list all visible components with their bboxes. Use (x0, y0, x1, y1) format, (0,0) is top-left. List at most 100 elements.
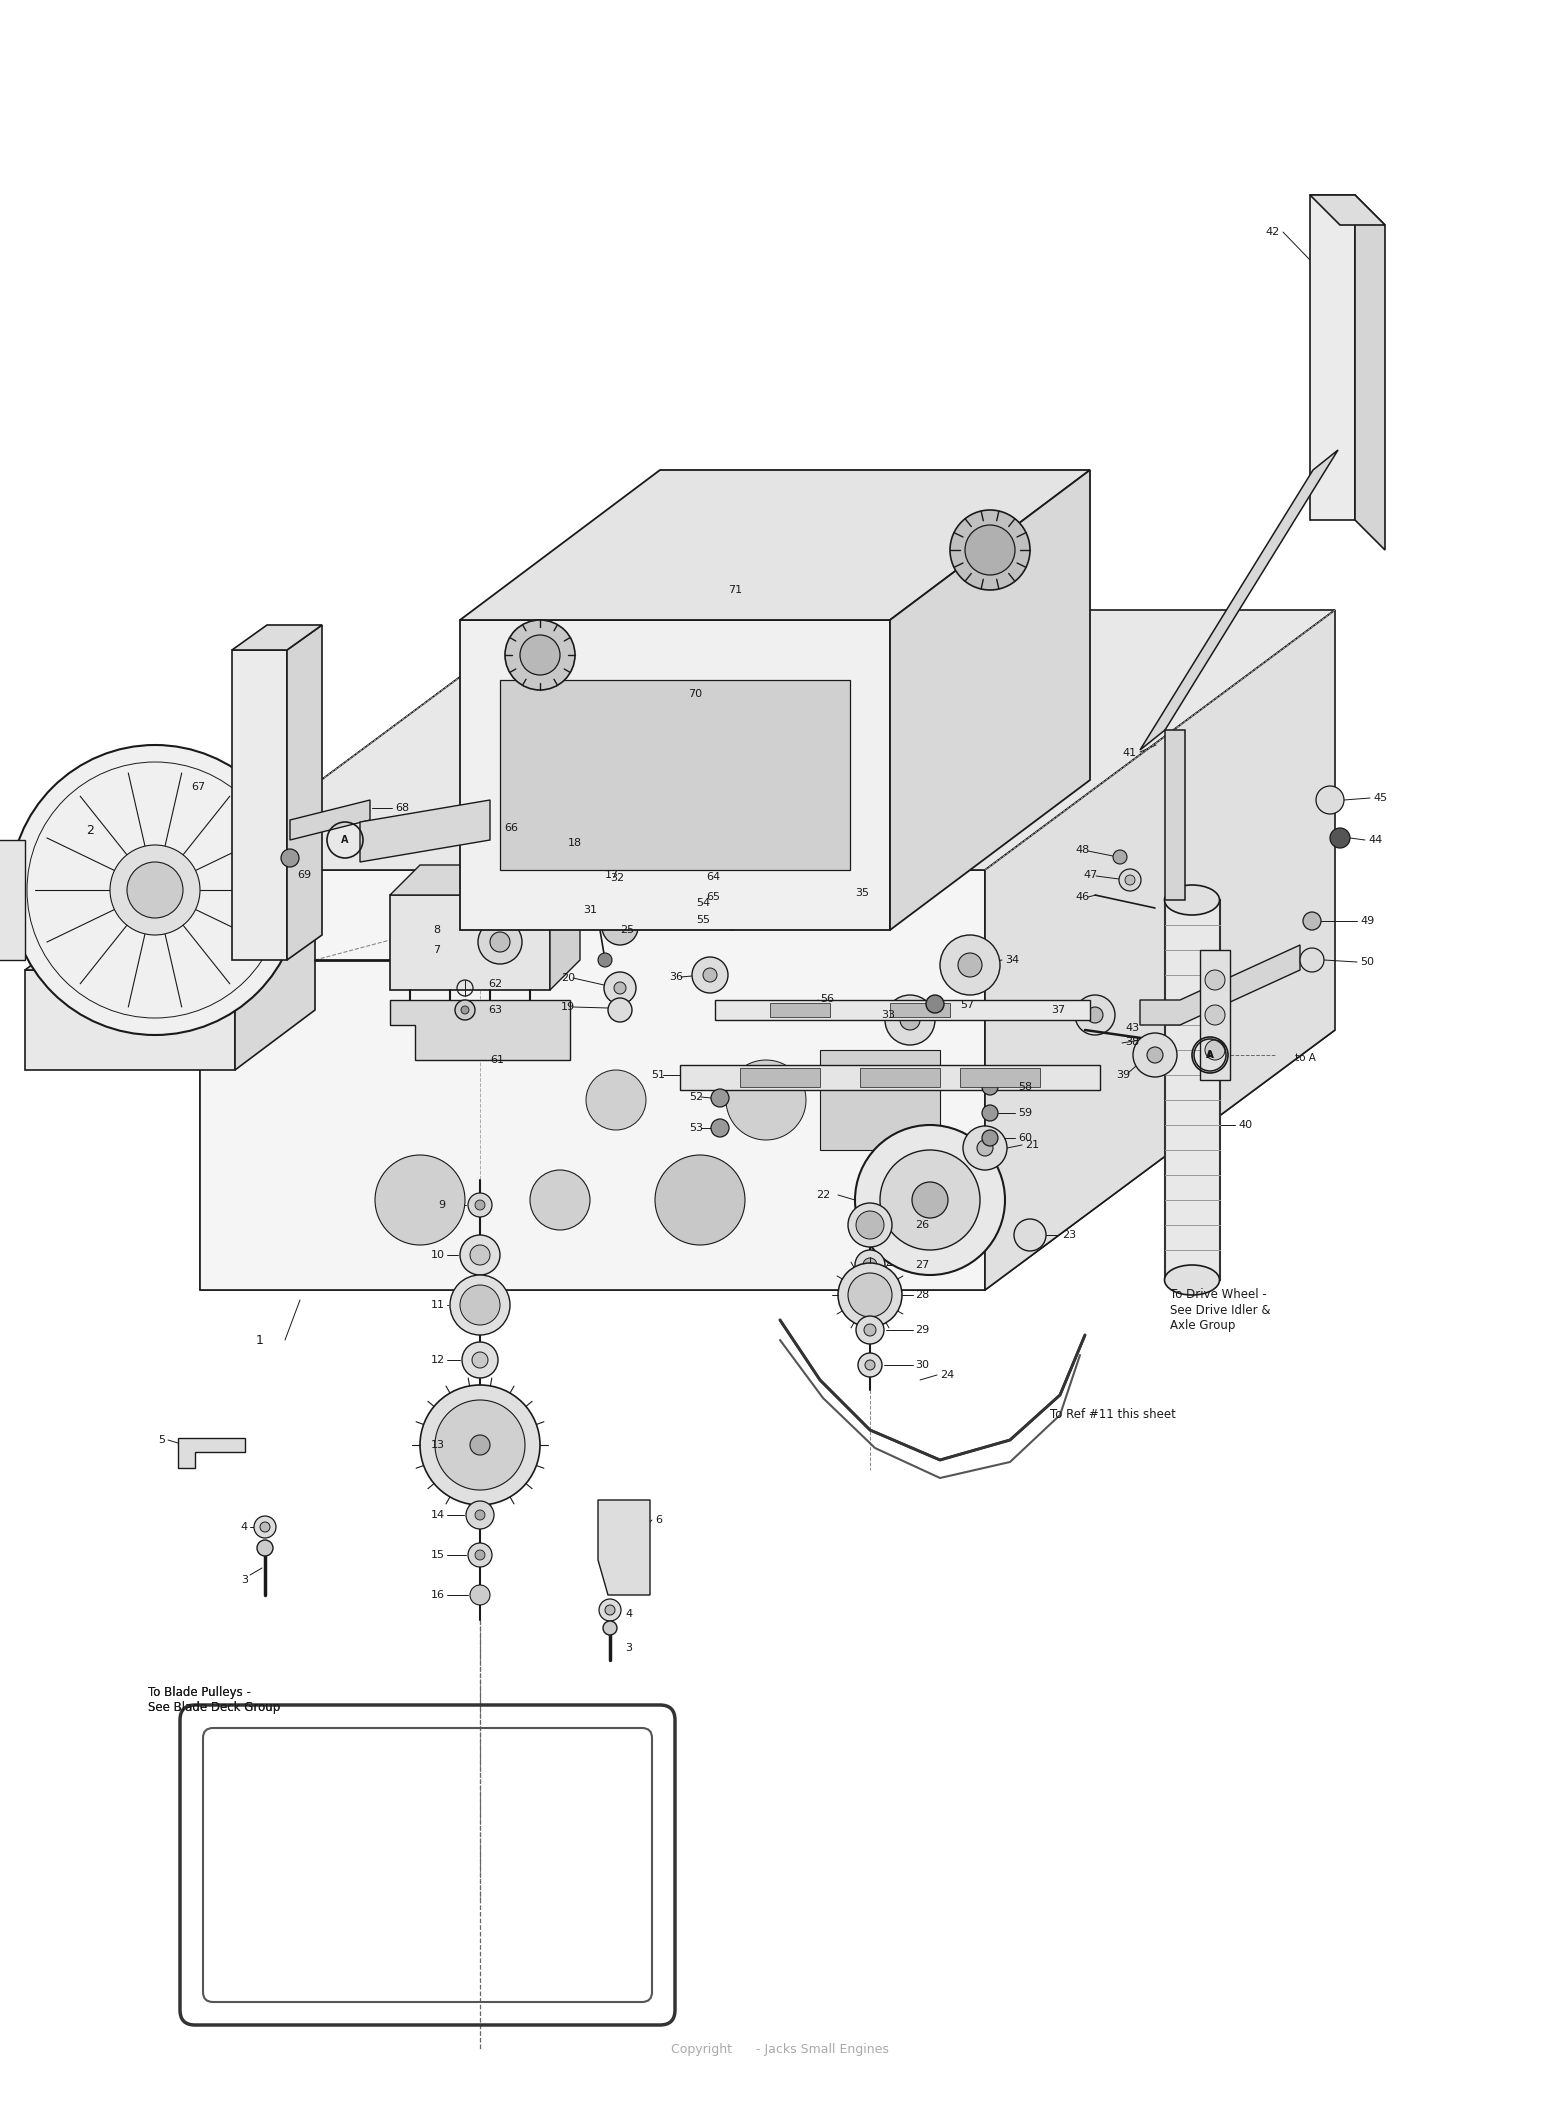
Circle shape (1014, 1219, 1047, 1251)
Text: A: A (342, 834, 349, 845)
Circle shape (466, 1502, 495, 1529)
Text: 44: 44 (1368, 834, 1382, 845)
Circle shape (608, 998, 632, 1021)
Text: To Drive Wheel -
See Drive Idler &
Axle Group: To Drive Wheel - See Drive Idler & Axle … (1170, 1289, 1270, 1331)
Circle shape (1147, 1047, 1164, 1064)
Circle shape (1303, 912, 1321, 931)
Circle shape (704, 969, 718, 981)
Text: 14: 14 (431, 1510, 445, 1521)
Circle shape (838, 1264, 902, 1327)
Circle shape (468, 1192, 491, 1217)
Polygon shape (680, 1066, 1100, 1091)
Polygon shape (1140, 451, 1338, 750)
Text: 51: 51 (651, 1070, 665, 1080)
Text: 58: 58 (1019, 1082, 1033, 1093)
Circle shape (725, 1059, 807, 1139)
Circle shape (856, 1316, 885, 1344)
Circle shape (473, 1352, 488, 1369)
Polygon shape (460, 619, 891, 931)
Text: 22: 22 (816, 1190, 830, 1200)
Polygon shape (891, 1002, 950, 1017)
Text: 33: 33 (881, 1011, 895, 1019)
Text: 18: 18 (568, 838, 582, 849)
Text: 16: 16 (431, 1590, 445, 1601)
Circle shape (605, 1605, 615, 1615)
Polygon shape (287, 625, 321, 960)
Circle shape (849, 1203, 892, 1247)
Circle shape (470, 1586, 490, 1605)
Text: A: A (1206, 1051, 1214, 1059)
Polygon shape (959, 1068, 1041, 1087)
Text: 37: 37 (1051, 1005, 1065, 1015)
Polygon shape (25, 971, 236, 1070)
Text: 53: 53 (690, 1122, 704, 1133)
Text: 24: 24 (941, 1371, 955, 1379)
Circle shape (587, 1070, 646, 1131)
Circle shape (615, 981, 626, 994)
Text: 60: 60 (1019, 1133, 1033, 1144)
Polygon shape (1310, 196, 1356, 520)
Circle shape (111, 845, 200, 935)
Circle shape (941, 935, 1000, 994)
Bar (821, 1051, 941, 1150)
Text: 21: 21 (1025, 1139, 1039, 1150)
Polygon shape (551, 866, 580, 990)
Circle shape (477, 920, 523, 965)
Circle shape (460, 1234, 501, 1274)
Polygon shape (739, 1068, 821, 1087)
Text: 67: 67 (190, 781, 204, 792)
Polygon shape (25, 910, 315, 971)
Text: To Blade Pulleys -
See Blade Deck Group: To Blade Pulleys - See Blade Deck Group (148, 1687, 281, 1714)
Polygon shape (290, 800, 370, 840)
Text: 57: 57 (959, 1000, 973, 1011)
Text: 26: 26 (916, 1219, 930, 1230)
Circle shape (1075, 994, 1115, 1034)
Text: 42: 42 (1265, 227, 1281, 238)
Polygon shape (236, 910, 315, 1070)
Polygon shape (1356, 196, 1385, 550)
Text: 27: 27 (916, 1259, 930, 1270)
Circle shape (602, 910, 638, 946)
Text: 5: 5 (158, 1434, 165, 1445)
Circle shape (1112, 851, 1126, 863)
Circle shape (261, 1523, 270, 1531)
Circle shape (693, 956, 729, 994)
Circle shape (1119, 870, 1140, 891)
Polygon shape (390, 1000, 569, 1059)
Polygon shape (1140, 946, 1299, 1026)
Text: 63: 63 (488, 1005, 502, 1015)
Text: 17: 17 (605, 870, 619, 880)
Text: 65: 65 (707, 893, 721, 901)
Circle shape (856, 1211, 885, 1238)
Polygon shape (1165, 899, 1220, 1280)
Text: 7: 7 (434, 946, 440, 954)
Text: 29: 29 (916, 1325, 930, 1335)
Text: 8: 8 (434, 925, 440, 935)
Text: 25: 25 (619, 925, 633, 935)
Polygon shape (0, 840, 25, 960)
Circle shape (1204, 1040, 1225, 1059)
Text: 43: 43 (1126, 1024, 1140, 1034)
Text: 3: 3 (626, 1643, 632, 1653)
Circle shape (864, 1360, 875, 1371)
Circle shape (711, 1089, 729, 1108)
Circle shape (281, 849, 300, 868)
Polygon shape (771, 1002, 830, 1017)
Circle shape (435, 1400, 526, 1491)
Text: 23: 23 (1062, 1230, 1076, 1240)
Circle shape (460, 1285, 501, 1325)
Circle shape (1204, 971, 1225, 990)
Text: 59: 59 (1019, 1108, 1033, 1118)
Circle shape (490, 933, 510, 952)
Circle shape (474, 1510, 485, 1521)
Circle shape (470, 1245, 490, 1266)
Text: 2: 2 (86, 823, 94, 836)
Polygon shape (984, 611, 1335, 1291)
Text: Copyright      - Jacks Small Engines: Copyright - Jacks Small Engines (671, 2043, 889, 2055)
Polygon shape (200, 611, 551, 1291)
Circle shape (1087, 1007, 1103, 1024)
Circle shape (858, 1352, 881, 1377)
Text: 4: 4 (626, 1609, 632, 1620)
Text: 48: 48 (1076, 845, 1090, 855)
Circle shape (900, 1011, 920, 1030)
